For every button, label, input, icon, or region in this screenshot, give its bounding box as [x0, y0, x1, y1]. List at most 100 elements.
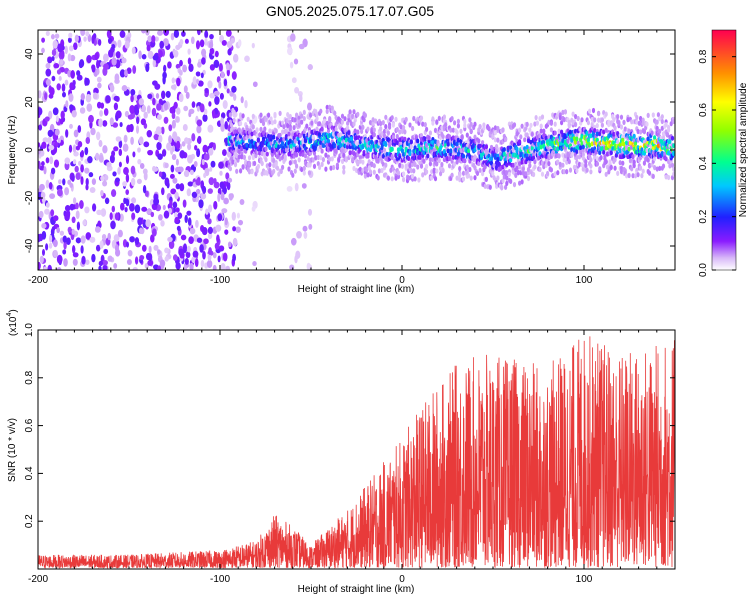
spectrogram-cell	[330, 156, 334, 162]
spectrogram-cell	[425, 142, 429, 148]
spectrogram-cell	[431, 120, 435, 126]
spectrogram-cell	[351, 157, 355, 163]
spectrogram-cell	[181, 30, 186, 37]
spectrogram-cell	[632, 133, 636, 139]
spectrogram-cell	[142, 219, 147, 228]
spectrogram-cell	[290, 237, 297, 246]
spectrogram-cell	[193, 161, 198, 168]
spectrogram-cell	[191, 133, 196, 142]
spectrogram-cell	[207, 80, 213, 89]
spectrogram-cell	[549, 167, 554, 173]
spectrogram-cell	[421, 121, 425, 127]
spectrogram-cell	[636, 172, 640, 178]
spectrogram-cell	[218, 80, 222, 89]
spectrogram-cell	[171, 154, 177, 161]
spectrogram-cell	[273, 111, 277, 118]
spectrogram-cell	[518, 127, 522, 133]
spectrogram-cell	[213, 90, 220, 96]
spectrogram-cell	[96, 131, 101, 141]
spectrogram-cell	[489, 144, 494, 150]
spectrogram-cell	[189, 227, 196, 235]
spectrogram-cell	[371, 120, 375, 126]
spectrogram-cell	[337, 132, 341, 138]
spectrogram-cell	[389, 140, 393, 146]
spectrogram-cell	[98, 155, 104, 163]
spectrogram-cell	[493, 155, 497, 160]
spectrogram-cell	[268, 128, 272, 134]
spectrogram-cell	[323, 118, 327, 124]
spectrogram-cell	[349, 136, 353, 142]
spectrogram-cell	[176, 225, 181, 232]
spectrogram-cell	[526, 138, 531, 144]
spectrogram-cell	[56, 267, 62, 270]
y-tick-label: 0.6	[24, 418, 35, 432]
spectrogram-cell	[300, 119, 304, 125]
spectrogram-cell	[495, 164, 499, 170]
spectrogram-cell	[297, 122, 301, 128]
colorbar-tick-label: 0.2	[698, 209, 709, 223]
spectrogram-cell	[202, 250, 206, 260]
spectrogram-cell	[251, 113, 255, 119]
spectrogram-cell	[167, 236, 173, 242]
spectrogram-cell	[616, 114, 620, 120]
spectrogram-cell	[455, 129, 459, 135]
spectrogram-cell	[504, 184, 508, 190]
spectrogram-cell	[228, 112, 232, 118]
spectrogram-cell	[287, 151, 291, 157]
spectrogram-cell	[613, 125, 617, 131]
spectrogram-cell	[45, 202, 50, 208]
spectrogram-cell	[523, 137, 527, 143]
spectrogram-cell	[220, 123, 225, 132]
spectrogram-cell	[286, 186, 293, 192]
spectrogram-cell	[655, 119, 659, 125]
spectrogram-cell	[526, 167, 531, 173]
spectrogram-cell	[45, 179, 50, 189]
spectrogram-cell	[619, 165, 624, 171]
spectrogram-cell	[231, 159, 235, 165]
spectrogram-cell	[119, 30, 126, 38]
spectrogram-cell	[101, 234, 107, 240]
spectrogram-cell	[437, 115, 441, 121]
spectrogram-cell	[416, 138, 420, 144]
spectrogram-cell	[340, 119, 345, 125]
spectrogram-cell	[204, 37, 208, 46]
spectrogram-cell	[395, 126, 399, 133]
spectrogram-cell	[382, 128, 387, 135]
spectrogram-cell	[658, 128, 662, 134]
spectrogram-cell	[247, 168, 252, 175]
spectrogram-cell	[627, 146, 631, 152]
spectrogram-cell	[122, 239, 128, 248]
spectrogram-cell	[159, 259, 166, 268]
spectrogram-cell	[512, 122, 517, 128]
spectrogram-cell	[353, 128, 357, 134]
spectrogram-cell	[132, 65, 137, 74]
spectrogram-cell	[308, 223, 313, 230]
spectrogram-cell	[125, 173, 130, 183]
spectrogram-cell	[299, 94, 303, 102]
spectrogram-cell	[98, 260, 104, 267]
spectrogram-cell	[213, 181, 220, 189]
spectrogram-cell	[74, 165, 79, 173]
spectrogram-cell	[419, 137, 424, 142]
spectrogram-cell	[176, 77, 181, 87]
spectrogram-cell	[283, 154, 287, 160]
spectrogram-cell	[520, 123, 524, 129]
spectrogram-cell	[312, 163, 317, 169]
spectrogram-cell	[140, 118, 147, 126]
spectrogram-cell	[59, 118, 64, 125]
spectrogram-cell	[274, 161, 278, 167]
spectrogram-cell	[175, 166, 181, 173]
spectrogram-cell	[214, 50, 219, 58]
spectrogram-cell	[524, 171, 528, 177]
spectrogram-cell	[489, 156, 494, 162]
spectrogram-cell	[458, 171, 462, 177]
spectrogram-cell	[456, 137, 460, 143]
spectrogram-cell	[48, 110, 53, 120]
spectrogram-cell	[298, 133, 302, 139]
spectrogram-cell	[604, 127, 608, 133]
spectrogram-cell	[171, 112, 176, 120]
spectrogram-cell	[200, 192, 207, 200]
spectrogram-cell	[106, 161, 112, 168]
spectrogram-cell	[219, 92, 224, 100]
